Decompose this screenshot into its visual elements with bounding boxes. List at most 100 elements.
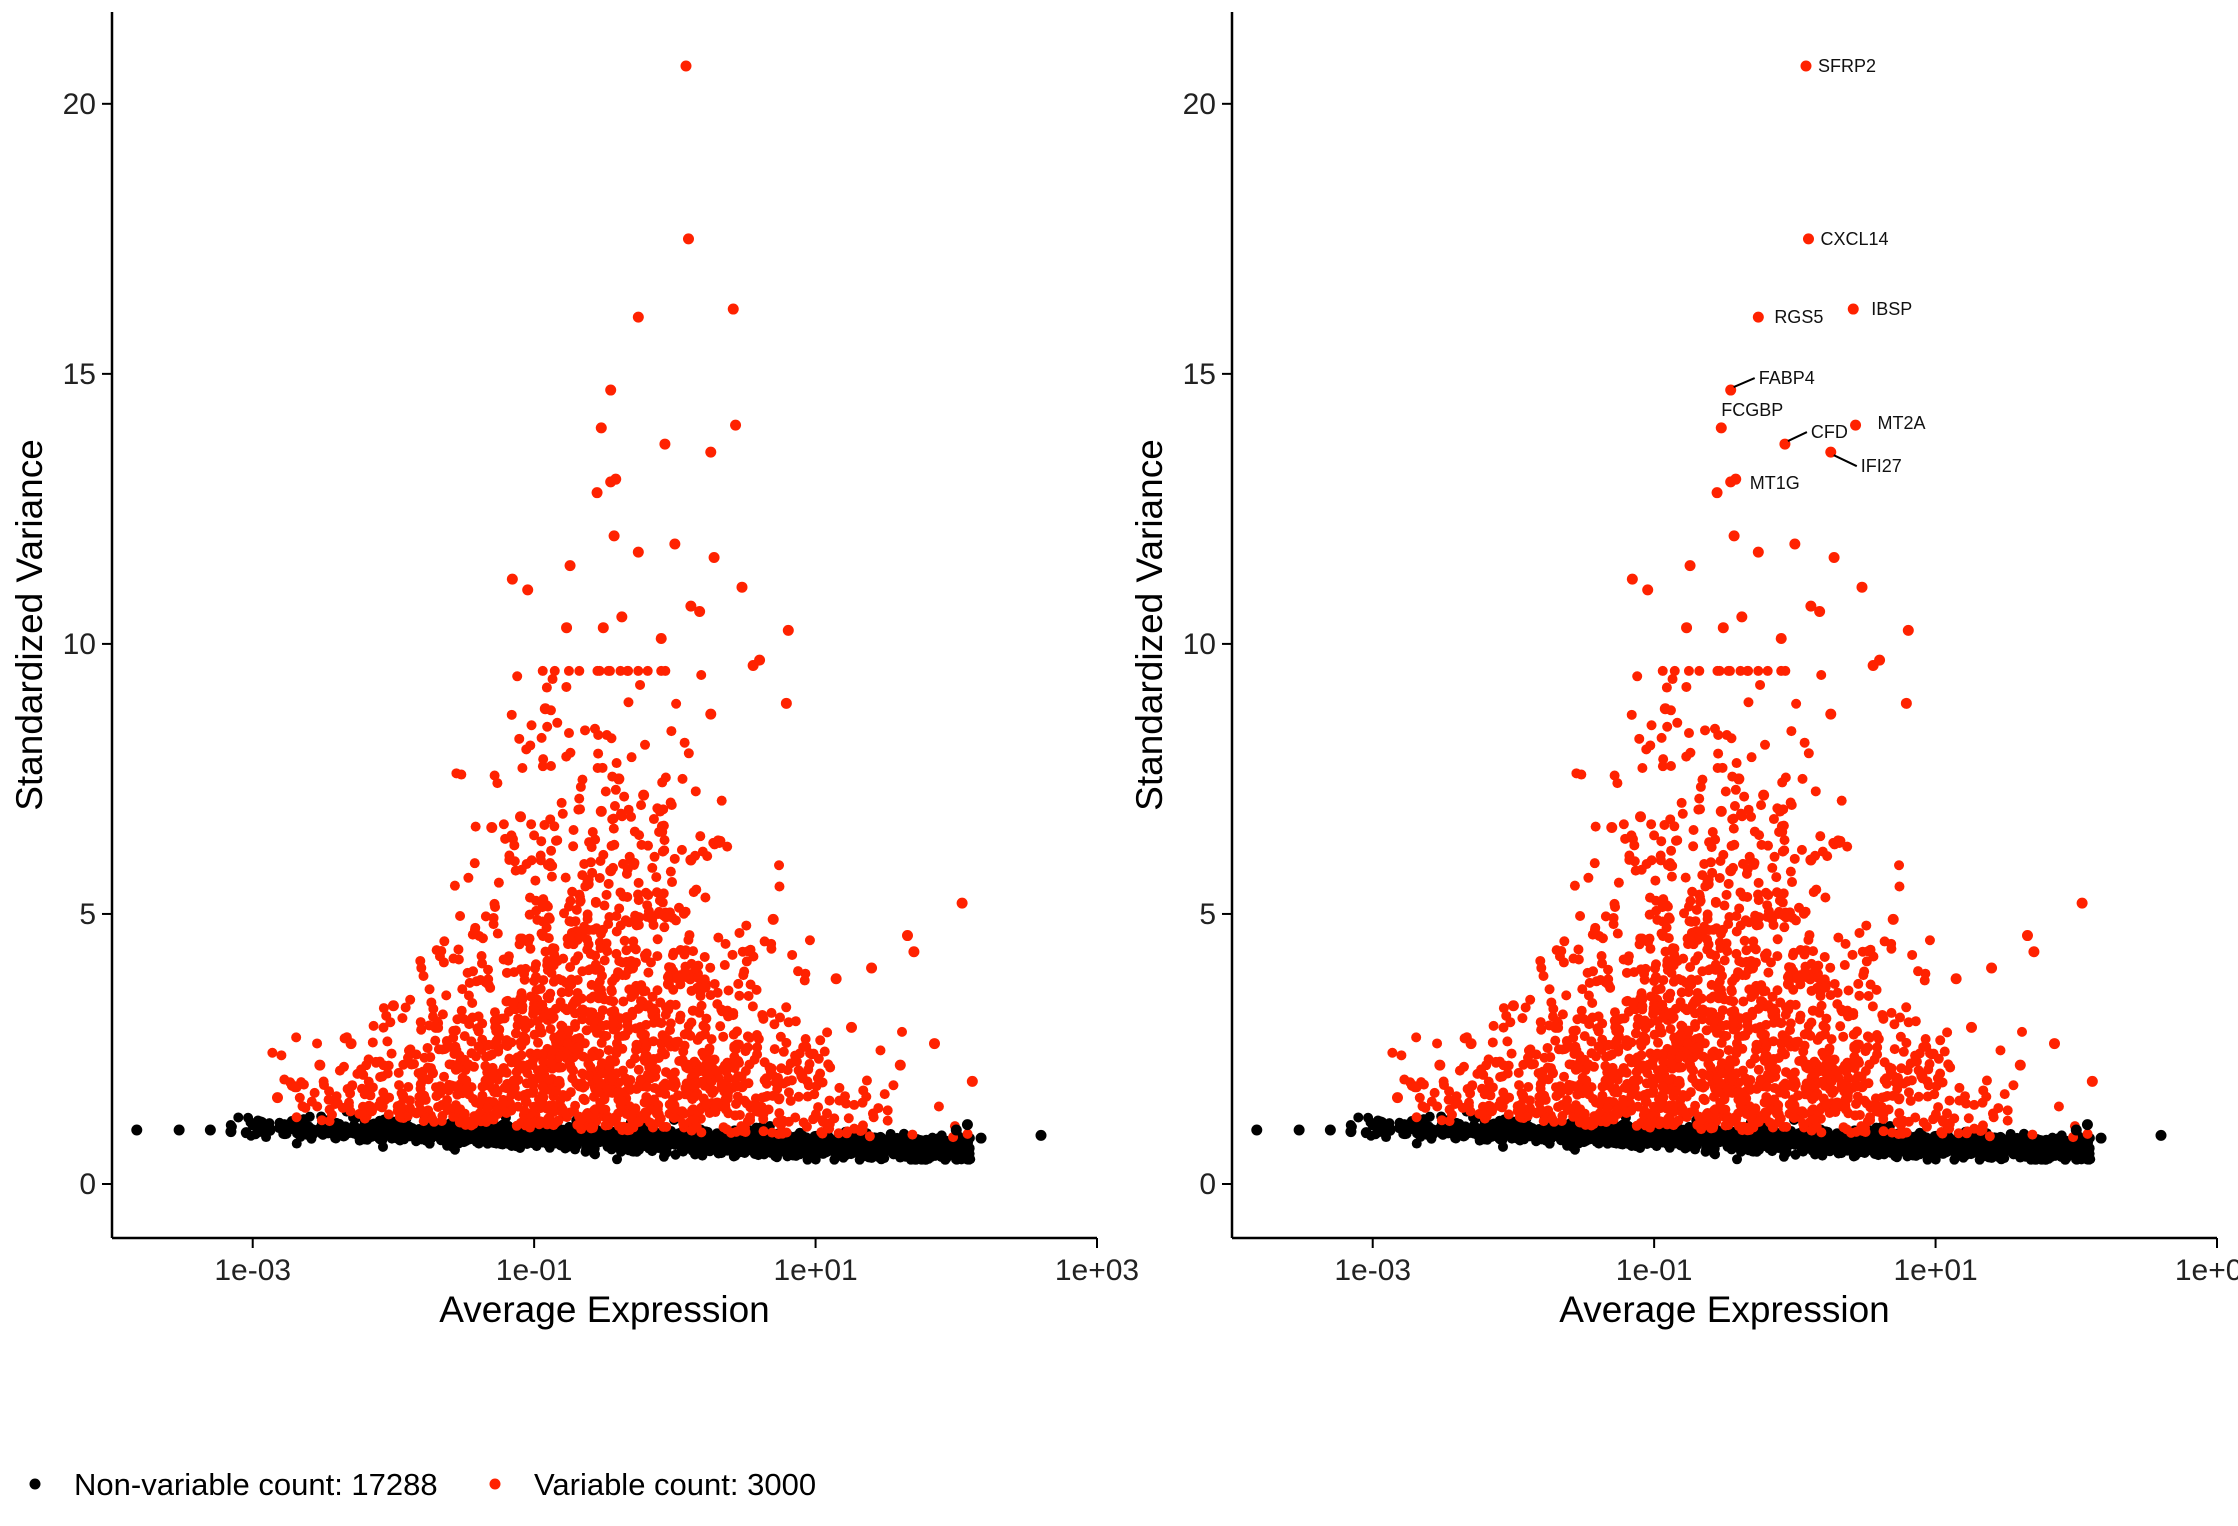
point-variable (588, 1023, 599, 1034)
point-variable (524, 909, 535, 920)
point-variable (652, 951, 663, 962)
point-variable (728, 1029, 739, 1040)
point-variable (501, 967, 512, 978)
point-variable (712, 999, 723, 1010)
point-variable (597, 1005, 608, 1016)
point-variable (659, 835, 670, 846)
point-variable (382, 1036, 393, 1047)
point-variable (734, 927, 745, 938)
point-variable (694, 1065, 706, 1077)
point-non-variable (279, 1129, 290, 1140)
point-non-variable (550, 1129, 561, 1140)
point-variable (580, 881, 591, 892)
y-tick-label: 15 (63, 358, 96, 391)
point-variable (553, 1062, 564, 1073)
y-tick-label: 20 (1183, 88, 1216, 121)
point-variable (683, 1021, 694, 1032)
point-variable (621, 945, 632, 956)
point-variable (442, 1036, 453, 1047)
point-variable (656, 1018, 667, 1029)
point-variable (845, 1021, 857, 1033)
point-non-variable (489, 1136, 500, 1147)
point-variable (666, 1070, 677, 1081)
point-variable (486, 822, 498, 834)
point-variable (385, 1017, 396, 1028)
point-variable (593, 1087, 604, 1098)
point-variable (530, 963, 541, 974)
point-variable (506, 573, 518, 585)
point-variable (397, 1013, 408, 1024)
point-variable (625, 1058, 636, 1069)
point-variable (520, 1090, 531, 1101)
point-variable (790, 1016, 801, 1027)
y-tick-label: 10 (63, 628, 96, 661)
point-variable (555, 997, 566, 1008)
point-variable (524, 933, 535, 944)
point-variable (289, 1081, 301, 1093)
point-variable (664, 962, 675, 973)
point-variable (462, 967, 473, 978)
point-variable (956, 897, 968, 909)
point-variable (727, 303, 739, 315)
point-variable (879, 1089, 890, 1100)
point-non-variable (869, 1144, 880, 1155)
point-variable (570, 955, 581, 966)
point-variable (622, 891, 633, 902)
point-variable (679, 1040, 690, 1051)
point-variable (655, 633, 667, 645)
point-variable (808, 1048, 819, 1059)
point-variable (606, 733, 617, 744)
point-variable (605, 476, 617, 488)
point-variable (604, 665, 615, 676)
point-variable (702, 851, 713, 862)
point-variable (643, 840, 654, 851)
point-variable (537, 1081, 548, 1092)
point-variable (665, 797, 676, 808)
point-variable (515, 1037, 526, 1048)
point-variable (652, 985, 663, 996)
point-variable (730, 419, 742, 431)
point-variable (553, 1115, 564, 1126)
point-variable (840, 1091, 851, 1102)
point-variable (437, 1009, 448, 1020)
point-variable (375, 1071, 386, 1082)
point-variable (603, 878, 614, 889)
point-variable (430, 1035, 441, 1046)
point-variable (616, 611, 628, 623)
point-variable (901, 930, 913, 942)
point-variable (692, 972, 703, 983)
point-variable (720, 938, 731, 949)
point-variable (669, 853, 680, 864)
point-variable (741, 1098, 752, 1109)
point-variable (731, 1098, 742, 1109)
point-non-variable (255, 1116, 266, 1127)
point-non-variable (233, 1112, 244, 1123)
point-variable (555, 1050, 566, 1061)
point-variable (652, 909, 663, 920)
point-variable (375, 1099, 386, 1110)
point-non-variable (597, 1134, 608, 1145)
point-variable (896, 1026, 907, 1037)
point-variable (654, 895, 665, 906)
x-tick-label: 1e+03 (2175, 1254, 2238, 1287)
point-non-variable (670, 1149, 681, 1160)
point-variable (680, 60, 692, 72)
point-non-variable (516, 1137, 527, 1148)
point-variable (642, 665, 653, 676)
point-variable (599, 900, 610, 911)
point-variable (586, 1051, 597, 1062)
point-variable (800, 968, 811, 979)
point-variable (595, 989, 607, 1001)
point-variable (700, 892, 711, 903)
point-non-variable (531, 1138, 542, 1149)
point-variable (561, 1005, 572, 1016)
point-non-variable (261, 1132, 272, 1143)
point-variable (577, 1068, 588, 1079)
point-variable (294, 1092, 305, 1103)
point-variable (701, 1099, 712, 1110)
point-variable (525, 740, 536, 751)
point-variable (484, 1050, 495, 1061)
point-variable (664, 1080, 675, 1091)
point-variable (833, 1128, 844, 1139)
